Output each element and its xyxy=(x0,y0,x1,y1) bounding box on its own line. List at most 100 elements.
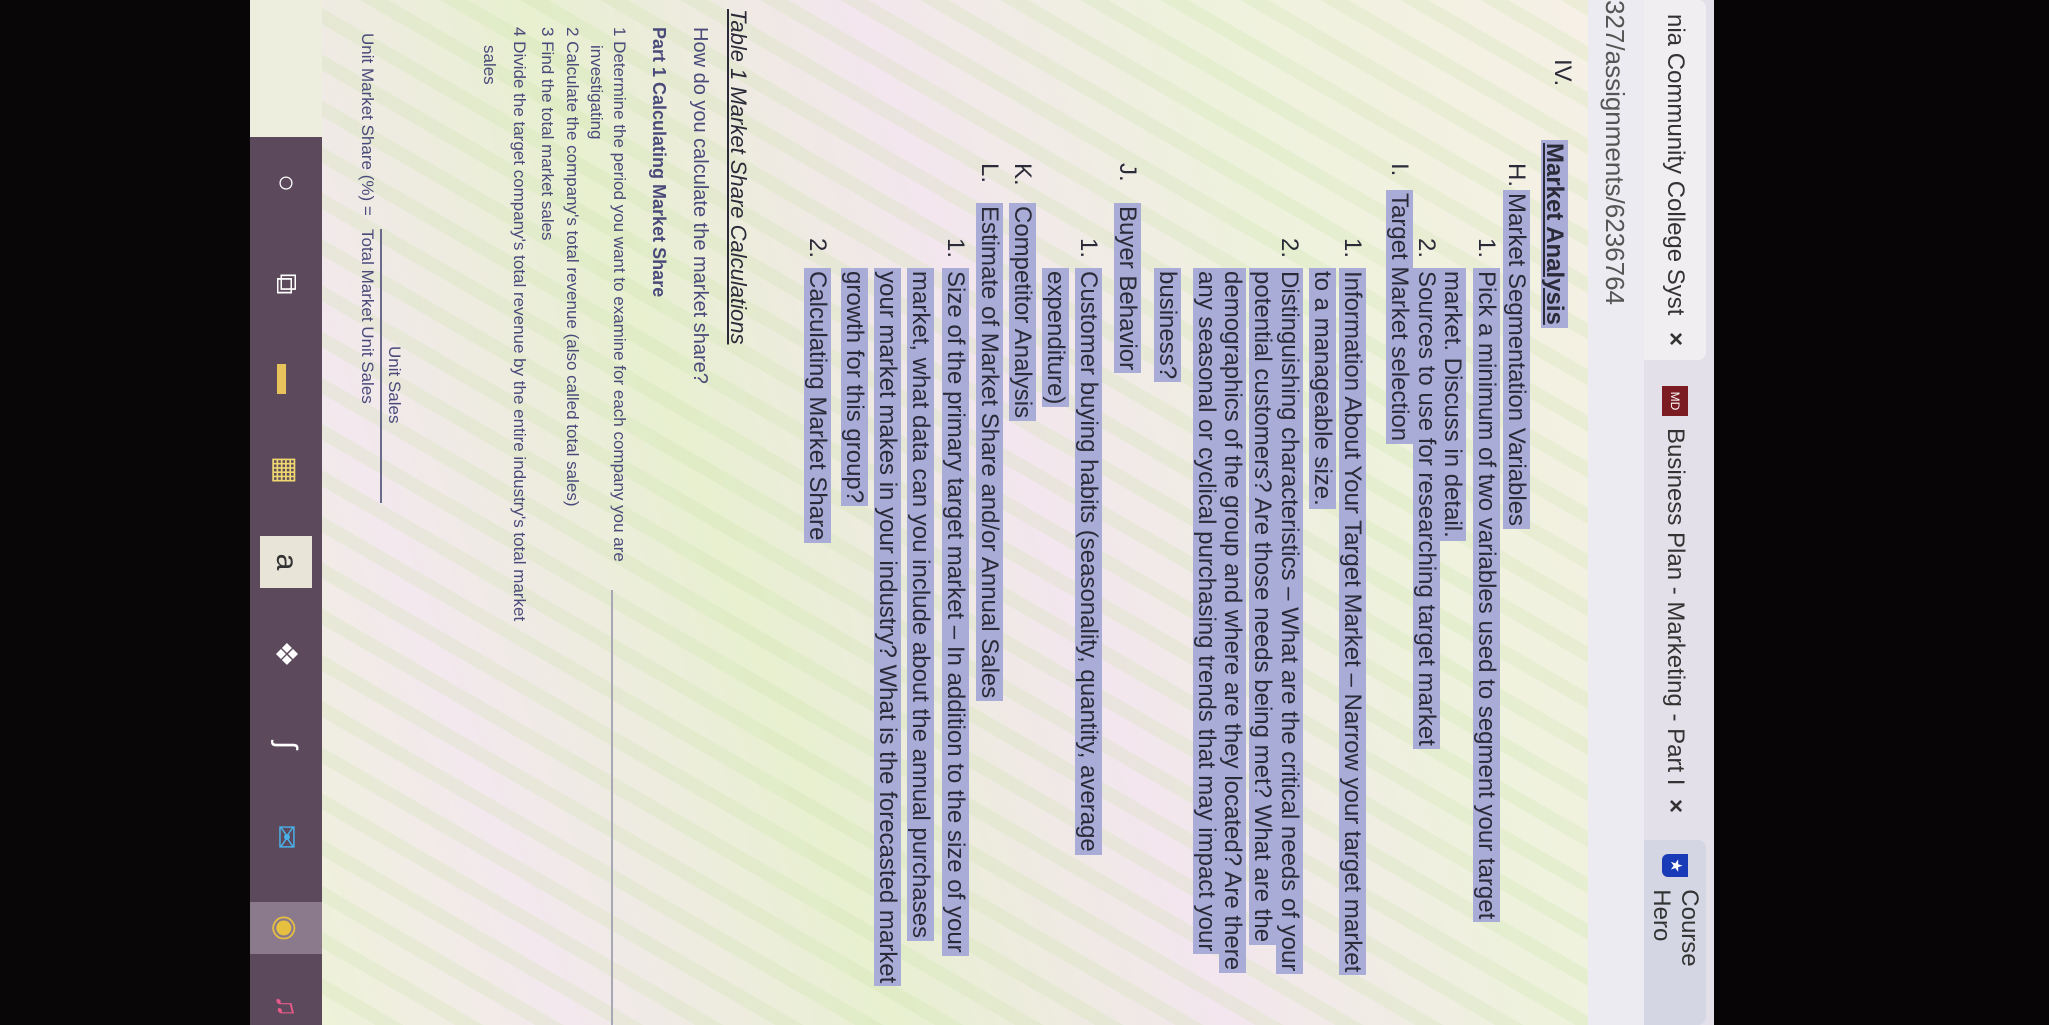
outline-item-text: potential customers? Are those needs bei… xyxy=(1249,268,1276,946)
divider-line xyxy=(611,590,613,1025)
tab-title: Course Hero xyxy=(1648,889,1703,967)
outline-label: 2. xyxy=(1276,238,1303,259)
outline-item: Calculating Market Share xyxy=(803,268,831,544)
cortana-circle-icon[interactable]: ○ xyxy=(270,173,303,193)
outline-item: market, what data can you include about … xyxy=(906,268,934,942)
outline-item-text: Target Market selection xyxy=(1386,190,1413,445)
outline-item-text: Distinguishing characteristics – What ar… xyxy=(1276,268,1303,975)
outline-label: 2. xyxy=(1413,238,1440,259)
outline-item-text: Competitor Analysis xyxy=(1009,203,1036,422)
close-tab-icon[interactable]: × xyxy=(1662,331,1689,346)
outline-item: expenditure) xyxy=(1041,268,1069,408)
outline-item: Buyer Behavior xyxy=(1113,203,1141,374)
outline-item: Market Segmentation Variables xyxy=(1502,190,1530,530)
outline-item-text: Information About Your Target Market – N… xyxy=(1339,268,1366,976)
mail-icon[interactable]: ✉ xyxy=(269,824,303,850)
question-text: How do you calculate the market share? xyxy=(689,27,711,384)
outline-label: K. xyxy=(1009,163,1036,186)
outline-item-text: Buyer Behavior xyxy=(1114,203,1141,374)
document-content: IV. Market Analysis H. Market Segmentation … xyxy=(322,0,1588,1025)
outline-label: 2. xyxy=(804,238,831,259)
outline-label: 1. xyxy=(942,238,969,259)
section-number: IV. xyxy=(1549,59,1576,87)
outline-item: growth for this group? xyxy=(840,268,868,507)
outline-item: any seasonal or cyclical purchasing tren… xyxy=(1192,268,1220,955)
outline-item-text: Customer buying habits (seasonality, qua… xyxy=(1075,268,1102,855)
tab-community-college[interactable]: nia Community College Syst × xyxy=(1644,0,1706,360)
outline-item: Sources to use for researching target ma… xyxy=(1412,268,1440,749)
outline-item-text: Calculating Market Share xyxy=(804,268,831,544)
address-bar[interactable]: 327/assignments/6236764 xyxy=(1586,0,1644,1025)
outline-label: J. xyxy=(1114,163,1141,182)
outline-item: Size of the primary target market – In a… xyxy=(941,268,969,956)
outline-label: 1. xyxy=(1473,238,1500,259)
step-item: sales xyxy=(480,45,499,85)
formula-lhs: Unit Market Share (%) = xyxy=(358,33,377,216)
outline-item-text: Market Segmentation Variables xyxy=(1503,190,1530,530)
url-text[interactable]: 327/assignments/6236764 xyxy=(1600,0,1630,306)
chrome-icon[interactable]: ◉ xyxy=(250,902,322,954)
outline-item-text: market, what data can you include about … xyxy=(907,268,934,942)
outline-item: Target Market selection xyxy=(1385,190,1413,445)
outline-item: your market makes in your industry? What… xyxy=(873,268,901,987)
table-heading: Table 1 Market Share Calculations xyxy=(726,9,751,345)
outline-item: potential customers? Are those needs bei… xyxy=(1248,268,1276,946)
page-background-strip xyxy=(250,0,322,137)
outline-item: business? xyxy=(1153,268,1181,383)
step-item: 4 Divide the target company's total reve… xyxy=(510,27,529,622)
monitor-bezel xyxy=(1714,0,2049,1025)
outline-item-text: Pick a minimum of two variables used to … xyxy=(1473,268,1500,923)
outline-item-text: growth for this group? xyxy=(841,268,868,507)
step-item: 2 Calculate the company's total revenue … xyxy=(563,27,582,507)
outline-label: L. xyxy=(976,163,1003,184)
step-item: 3 Find the total market sales xyxy=(538,27,557,241)
outline-item-text: business? xyxy=(1154,268,1181,383)
outline-item-text: demographics of the group and where are … xyxy=(1219,268,1246,974)
outline-item: Competitor Analysis xyxy=(1008,203,1036,422)
amazon-icon[interactable]: a xyxy=(260,536,312,588)
outline-item: Estimate of Market Share and/or Annual S… xyxy=(975,203,1003,702)
outline-item-text: market. Discuss in detail. xyxy=(1439,268,1466,541)
monitor-bezel-bottom xyxy=(0,0,250,1025)
outline-item-text: any seasonal or cyclical purchasing tren… xyxy=(1193,268,1220,955)
store-icon[interactable]: ▦ xyxy=(269,455,303,485)
outline-item: Pick a minimum of two variables used to … xyxy=(1472,268,1500,923)
tab-title: nia Community College Syst xyxy=(1662,14,1689,316)
task-view-icon[interactable]: ⧉ xyxy=(270,273,303,295)
step-item: investigating xyxy=(587,45,606,140)
outline-label: H. xyxy=(1503,163,1530,187)
taskbar: ○ ⧉ ▬ ▦ a ❖ ʃ ✉ ◉ ♫ xyxy=(250,137,322,1025)
outline-item-text: expenditure) xyxy=(1042,268,1069,408)
tab-course-hero[interactable]: ★ Course Hero xyxy=(1644,840,1706,1025)
course-hero-shield-icon: ★ xyxy=(1662,854,1688,878)
itunes-icon[interactable]: ♫ xyxy=(270,994,303,1018)
outline-item: Customer buying habits (seasonality, qua… xyxy=(1074,268,1102,855)
outline-item-text: Size of the primary target market – In a… xyxy=(942,268,969,956)
section-title-text: Market Analysis xyxy=(1541,140,1568,328)
step-item: 1 Determine the period you want to exami… xyxy=(610,27,629,562)
close-tab-icon[interactable]: × xyxy=(1662,798,1689,813)
outline-item: to a manageable size. xyxy=(1308,268,1336,509)
book-icon: MD xyxy=(1662,386,1688,416)
outline-item: Information About Your Target Market – N… xyxy=(1338,268,1366,976)
formula-numerator: Unit Sales xyxy=(385,346,404,424)
outline-item-text: Sources to use for researching target ma… xyxy=(1413,268,1440,749)
formula-denominator: Total Market Unit Sales xyxy=(358,229,377,404)
dropbox-icon[interactable]: ❖ xyxy=(269,640,303,668)
outline-item-text: Estimate of Market Share and/or Annual S… xyxy=(976,203,1003,702)
outline-item: Distinguishing characteristics – What ar… xyxy=(1275,268,1303,975)
part-title: Part 1 Calculating Market Share xyxy=(649,27,669,298)
outline-item-text: your market makes in your industry? What… xyxy=(874,268,901,987)
tab-business-plan[interactable]: MD Business Plan - Marketing - Part I × xyxy=(1644,372,1706,827)
outline-item: market. Discuss in detail. xyxy=(1438,268,1466,541)
outline-label: I. xyxy=(1386,163,1413,177)
outline-item: demographics of the group and where are … xyxy=(1218,268,1246,974)
file-explorer-icon[interactable]: ▬ xyxy=(270,364,303,394)
tab-title: Business Plan - Marketing - Part I xyxy=(1662,428,1689,786)
app-icon[interactable]: ʃ xyxy=(270,741,303,749)
tab-strip: nia Community College Syst × MD Business… xyxy=(1644,0,1714,1025)
outline-label: 1. xyxy=(1075,238,1102,259)
fraction-line xyxy=(380,229,382,503)
outline-label: 1. xyxy=(1339,238,1366,259)
